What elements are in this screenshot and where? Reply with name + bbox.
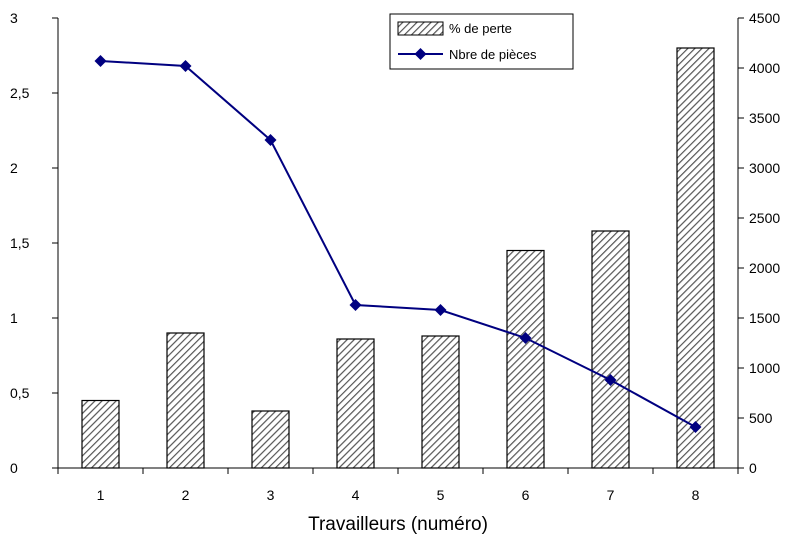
x-axis-title: Travailleurs (numéro) xyxy=(308,514,488,535)
legend-bar-label: % de perte xyxy=(449,21,512,36)
right-y-tick-label: 1000 xyxy=(749,360,780,376)
line-point xyxy=(434,304,447,316)
line-point xyxy=(264,134,277,146)
right-y-tick-label: 3000 xyxy=(749,160,780,176)
left-y-tick-label: 0,5 xyxy=(10,385,30,401)
bar xyxy=(506,249,545,469)
legend-line-label: Nbre de pièces xyxy=(449,47,537,62)
bar xyxy=(81,399,120,469)
bars xyxy=(81,47,715,469)
line-series xyxy=(94,55,702,433)
legend: % de perte Nbre de pièces xyxy=(389,13,574,70)
right-y-tick-label: 2000 xyxy=(749,260,780,276)
left-y-tick-label: 1,5 xyxy=(10,235,30,251)
right-y-tick-label: 1500 xyxy=(749,310,780,326)
bar xyxy=(591,230,630,469)
right-y-tick-label: 0 xyxy=(749,460,757,476)
legend-bar-swatch xyxy=(397,21,444,36)
x-tick-label: 1 xyxy=(97,487,105,503)
x-tick-label: 3 xyxy=(267,487,275,503)
bar xyxy=(336,338,375,469)
x-tick-label: 7 xyxy=(607,487,615,503)
left-y-tick-label: 3 xyxy=(10,10,18,26)
right-y-tick-label: 4500 xyxy=(749,10,780,26)
line-point xyxy=(94,55,107,67)
left-y-tick-label: 0 xyxy=(10,460,18,476)
line-point xyxy=(179,60,192,72)
legend-line-marker xyxy=(414,48,427,60)
axes: 0 0,5 1 1,5 2 2,5 3 0 500 1000 1500 2000 2500 3000 350… xyxy=(10,10,780,503)
left-y-tick-label: 2 xyxy=(10,160,18,176)
bar xyxy=(421,335,460,469)
right-y-tick-label: 3500 xyxy=(749,110,780,126)
right-y-tick-label: 500 xyxy=(749,410,773,426)
line-point xyxy=(519,332,532,344)
line-point xyxy=(604,374,617,386)
right-y-tick-label: 2500 xyxy=(749,210,780,226)
x-tick-label: 4 xyxy=(352,487,360,503)
x-tick-label: 2 xyxy=(182,487,190,503)
left-y-tick-label: 2,5 xyxy=(10,85,30,101)
bar xyxy=(676,47,715,469)
line-point xyxy=(689,421,702,433)
x-tick-label: 8 xyxy=(692,487,700,503)
x-tick-label: 6 xyxy=(522,487,530,503)
x-tick-label: 5 xyxy=(437,487,445,503)
line-point xyxy=(349,299,362,311)
right-y-tick-label: 4000 xyxy=(749,60,780,76)
line-path xyxy=(100,60,696,428)
bar xyxy=(251,410,290,469)
bar xyxy=(166,332,205,469)
left-y-tick-label: 1 xyxy=(10,310,18,326)
